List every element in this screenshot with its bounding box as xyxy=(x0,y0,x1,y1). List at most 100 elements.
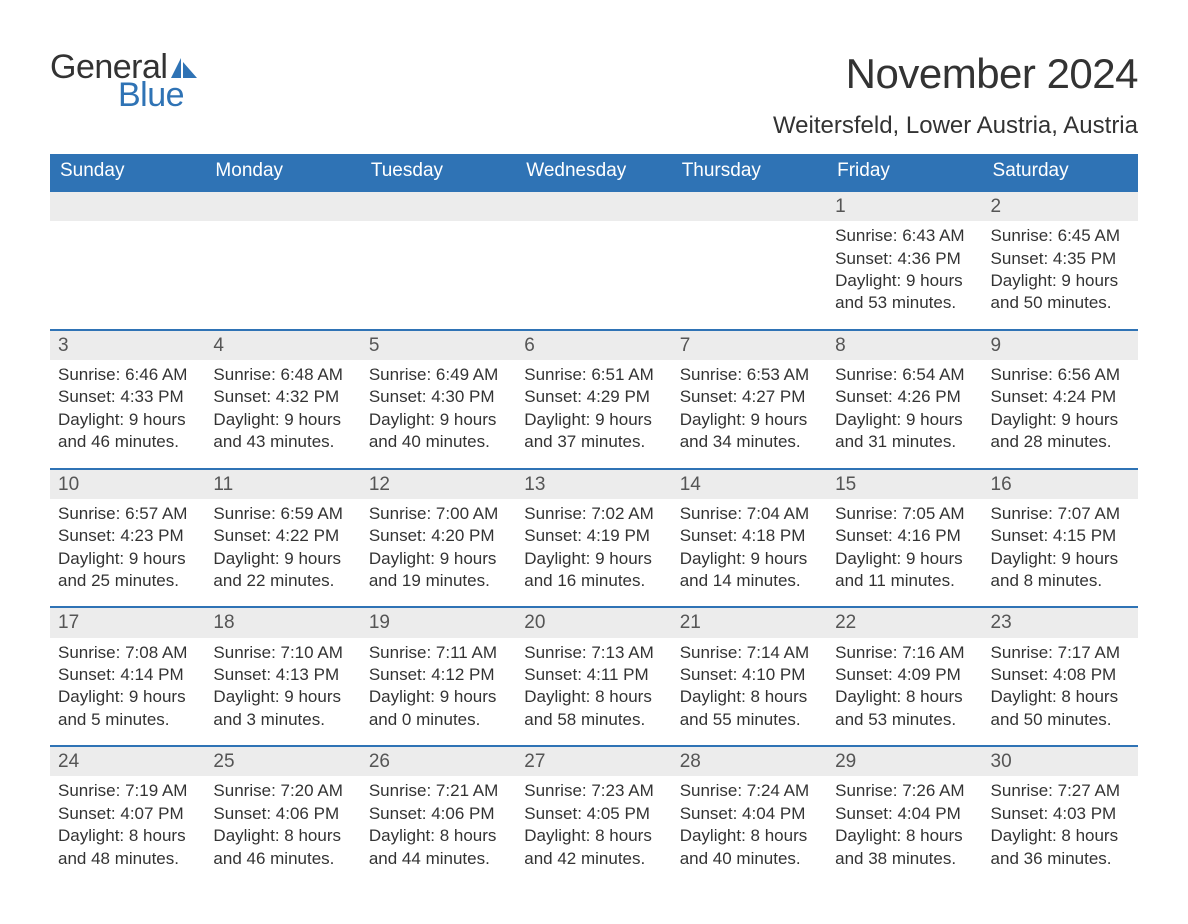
sunset-line: Sunset: 4:13 PM xyxy=(213,664,352,686)
sunset-line: Sunset: 4:12 PM xyxy=(369,664,508,686)
day-number: 7 xyxy=(672,331,827,360)
sunrise-line: Sunrise: 7:16 AM xyxy=(835,642,974,664)
calendar-day-cell: 21Sunrise: 7:14 AMSunset: 4:10 PMDayligh… xyxy=(672,608,827,745)
sunrise-line: Sunrise: 7:00 AM xyxy=(369,503,508,525)
sunset-line: Sunset: 4:30 PM xyxy=(369,386,508,408)
day-details: Sunrise: 6:57 AMSunset: 4:23 PMDaylight:… xyxy=(58,503,197,593)
day-number xyxy=(516,192,671,221)
calendar-day-cell: 27Sunrise: 7:23 AMSunset: 4:05 PMDayligh… xyxy=(516,747,671,884)
sunset-line: Sunset: 4:27 PM xyxy=(680,386,819,408)
calendar-page: General Blue November 2024 Weitersfeld, … xyxy=(0,0,1188,924)
day-number: 4 xyxy=(205,331,360,360)
daylight-line: Daylight: 9 hours and 19 minutes. xyxy=(369,548,508,593)
daylight-line: Daylight: 8 hours and 50 minutes. xyxy=(991,686,1130,731)
day-number: 28 xyxy=(672,747,827,776)
sunset-line: Sunset: 4:06 PM xyxy=(369,803,508,825)
daylight-line: Daylight: 8 hours and 42 minutes. xyxy=(524,825,663,870)
sunset-line: Sunset: 4:20 PM xyxy=(369,525,508,547)
sunrise-line: Sunrise: 7:13 AM xyxy=(524,642,663,664)
day-details: Sunrise: 7:08 AMSunset: 4:14 PMDaylight:… xyxy=(58,642,197,732)
day-details: Sunrise: 7:26 AMSunset: 4:04 PMDaylight:… xyxy=(835,780,974,870)
calendar-week-row: 10Sunrise: 6:57 AMSunset: 4:23 PMDayligh… xyxy=(50,468,1138,607)
calendar-day-cell-empty xyxy=(672,192,827,329)
sunset-line: Sunset: 4:29 PM xyxy=(524,386,663,408)
day-details: Sunrise: 7:02 AMSunset: 4:19 PMDaylight:… xyxy=(524,503,663,593)
calendar-day-cell: 8Sunrise: 6:54 AMSunset: 4:26 PMDaylight… xyxy=(827,331,982,468)
sunrise-line: Sunrise: 7:27 AM xyxy=(991,780,1130,802)
sunrise-line: Sunrise: 6:54 AM xyxy=(835,364,974,386)
day-number: 27 xyxy=(516,747,671,776)
sunrise-line: Sunrise: 6:53 AM xyxy=(680,364,819,386)
sunset-line: Sunset: 4:26 PM xyxy=(835,386,974,408)
day-number: 9 xyxy=(983,331,1138,360)
day-details: Sunrise: 7:11 AMSunset: 4:12 PMDaylight:… xyxy=(369,642,508,732)
day-number: 23 xyxy=(983,608,1138,637)
day-details: Sunrise: 7:00 AMSunset: 4:20 PMDaylight:… xyxy=(369,503,508,593)
daylight-line: Daylight: 9 hours and 43 minutes. xyxy=(213,409,352,454)
brand-logo: General Blue xyxy=(50,50,197,112)
sunrise-line: Sunrise: 6:51 AM xyxy=(524,364,663,386)
day-of-week-header: Friday xyxy=(827,154,982,190)
calendar-week-row: 3 Sunrise: 6:46 AMSunset: 4:33 PMDaylight… xyxy=(50,329,1138,468)
calendar-day-cell: 17Sunrise: 7:08 AMSunset: 4:14 PMDayligh… xyxy=(50,608,205,745)
calendar-day-cell: 6Sunrise: 6:51 AMSunset: 4:29 PMDaylight… xyxy=(516,331,671,468)
calendar-day-cell: 12Sunrise: 7:00 AMSunset: 4:20 PMDayligh… xyxy=(361,470,516,607)
day-number: 14 xyxy=(672,470,827,499)
day-details: Sunrise: 7:21 AMSunset: 4:06 PMDaylight:… xyxy=(369,780,508,870)
day-number: 11 xyxy=(205,470,360,499)
brand-word-blue: Blue xyxy=(118,78,197,112)
sunset-line: Sunset: 4:15 PM xyxy=(991,525,1130,547)
daylight-line: Daylight: 9 hours and 3 minutes. xyxy=(213,686,352,731)
sunrise-line: Sunrise: 6:43 AM xyxy=(835,225,974,247)
calendar-day-cell: 19Sunrise: 7:11 AMSunset: 4:12 PMDayligh… xyxy=(361,608,516,745)
day-number: 15 xyxy=(827,470,982,499)
calendar-day-cell: 15Sunrise: 7:05 AMSunset: 4:16 PMDayligh… xyxy=(827,470,982,607)
page-header: General Blue November 2024 Weitersfeld, … xyxy=(50,50,1138,140)
calendar-day-cell-empty xyxy=(516,192,671,329)
daylight-line: Daylight: 8 hours and 38 minutes. xyxy=(835,825,974,870)
daylight-line: Daylight: 8 hours and 53 minutes. xyxy=(835,686,974,731)
day-details: Sunrise: 6:48 AMSunset: 4:32 PMDaylight:… xyxy=(213,364,352,454)
day-number xyxy=(205,192,360,221)
calendar-day-cell-empty xyxy=(205,192,360,329)
day-details: Sunrise: 7:16 AMSunset: 4:09 PMDaylight:… xyxy=(835,642,974,732)
calendar-grid: SundayMondayTuesdayWednesdayThursdayFrid… xyxy=(50,154,1138,884)
day-number: 24 xyxy=(50,747,205,776)
sunset-line: Sunset: 4:19 PM xyxy=(524,525,663,547)
calendar-day-cell: 18Sunrise: 7:10 AMSunset: 4:13 PMDayligh… xyxy=(205,608,360,745)
sunrise-line: Sunrise: 7:24 AM xyxy=(680,780,819,802)
sunset-line: Sunset: 4:24 PM xyxy=(991,386,1130,408)
sunrise-line: Sunrise: 7:26 AM xyxy=(835,780,974,802)
day-details: Sunrise: 7:07 AMSunset: 4:15 PMDaylight:… xyxy=(991,503,1130,593)
calendar-day-cell: 20Sunrise: 7:13 AMSunset: 4:11 PMDayligh… xyxy=(516,608,671,745)
daylight-line: Daylight: 9 hours and 31 minutes. xyxy=(835,409,974,454)
calendar-day-cell: 14Sunrise: 7:04 AMSunset: 4:18 PMDayligh… xyxy=(672,470,827,607)
sunrise-line: Sunrise: 7:19 AM xyxy=(58,780,197,802)
sunset-line: Sunset: 4:16 PM xyxy=(835,525,974,547)
calendar-day-cell: 23 Sunrise: 7:17 AMSunset: 4:08 PMDayligh… xyxy=(983,608,1138,745)
calendar-day-cell: 9Sunrise: 6:56 AMSunset: 4:24 PMDaylight… xyxy=(983,331,1138,468)
day-number: 16 xyxy=(983,470,1138,499)
day-details: Sunrise: 6:46 AMSunset: 4:33 PMDaylight:… xyxy=(58,364,197,454)
sunset-line: Sunset: 4:11 PM xyxy=(524,664,663,686)
day-details: Sunrise: 6:43 AMSunset: 4:36 PMDaylight:… xyxy=(835,225,974,315)
daylight-line: Daylight: 9 hours and 46 minutes. xyxy=(58,409,197,454)
day-of-week-header: Thursday xyxy=(672,154,827,190)
sunset-line: Sunset: 4:04 PM xyxy=(680,803,819,825)
day-number: 21 xyxy=(672,608,827,637)
calendar-day-cell: 28Sunrise: 7:24 AMSunset: 4:04 PMDayligh… xyxy=(672,747,827,884)
sunset-line: Sunset: 4:23 PM xyxy=(58,525,197,547)
day-number: 3 xyxy=(50,331,205,360)
daylight-line: Daylight: 8 hours and 48 minutes. xyxy=(58,825,197,870)
sunset-line: Sunset: 4:07 PM xyxy=(58,803,197,825)
day-details: Sunrise: 7:17 AMSunset: 4:08 PMDaylight:… xyxy=(991,642,1130,732)
day-details: Sunrise: 7:20 AMSunset: 4:06 PMDaylight:… xyxy=(213,780,352,870)
calendar-day-cell: 4 Sunrise: 6:48 AMSunset: 4:32 PMDaylight… xyxy=(205,331,360,468)
calendar-week-row: 1Sunrise: 6:43 AMSunset: 4:36 PMDaylight… xyxy=(50,190,1138,329)
sunrise-line: Sunrise: 6:57 AM xyxy=(58,503,197,525)
day-number: 18 xyxy=(205,608,360,637)
sunrise-line: Sunrise: 7:04 AM xyxy=(680,503,819,525)
day-number xyxy=(361,192,516,221)
sunrise-line: Sunrise: 7:02 AM xyxy=(524,503,663,525)
calendar-day-cell: 10Sunrise: 6:57 AMSunset: 4:23 PMDayligh… xyxy=(50,470,205,607)
